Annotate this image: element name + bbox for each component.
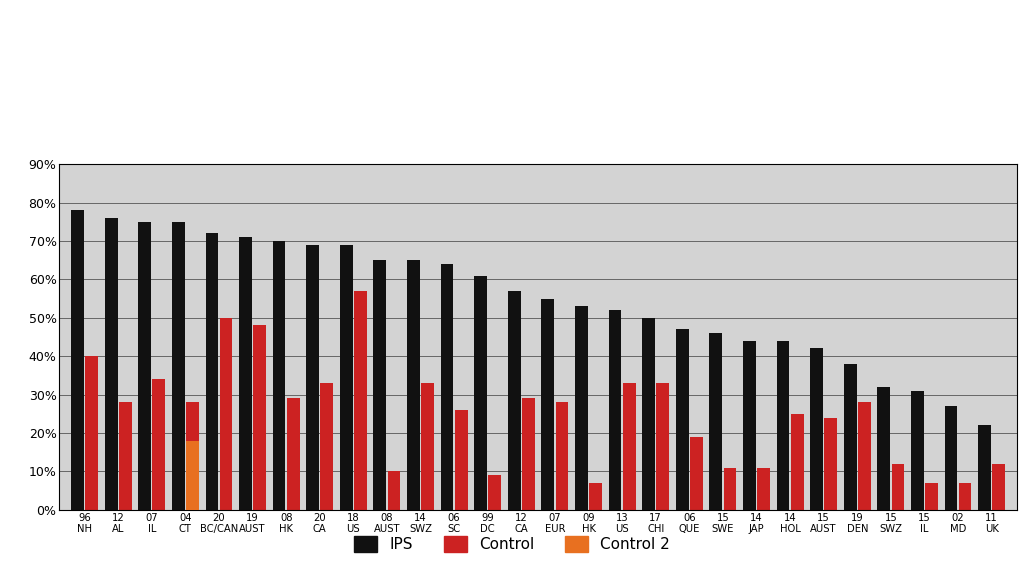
Bar (354, 291, 367, 510)
Bar (911, 391, 924, 510)
Bar (172, 222, 184, 510)
Bar (306, 245, 319, 510)
Bar (421, 383, 434, 510)
Bar (958, 483, 972, 510)
Bar (676, 329, 688, 510)
Bar (522, 399, 535, 510)
Bar (71, 210, 84, 510)
Bar (992, 464, 1006, 510)
Bar (608, 310, 622, 510)
Bar (776, 341, 790, 510)
Bar (810, 348, 823, 510)
Bar (542, 298, 554, 510)
Bar (724, 468, 736, 510)
Bar (408, 260, 420, 510)
Bar (321, 383, 333, 510)
Bar (944, 406, 957, 510)
Bar (858, 402, 870, 510)
Bar (104, 218, 118, 510)
Bar (119, 402, 132, 510)
Bar (556, 402, 568, 510)
Bar (474, 275, 487, 510)
Bar (642, 318, 655, 510)
Bar (253, 325, 266, 510)
Bar (374, 260, 386, 510)
Bar (488, 475, 501, 510)
Bar (138, 222, 152, 510)
Bar (710, 333, 722, 510)
Bar (978, 425, 991, 510)
Bar (623, 383, 636, 510)
Bar (824, 418, 837, 510)
Bar (757, 468, 770, 510)
Bar (690, 437, 702, 510)
Bar (287, 399, 300, 510)
Bar (272, 241, 286, 510)
Bar (219, 318, 232, 510)
Bar (240, 237, 252, 510)
Bar (440, 264, 454, 510)
Bar (85, 356, 98, 510)
Bar (878, 387, 890, 510)
Bar (388, 471, 400, 510)
Bar (589, 483, 602, 510)
Bar (455, 410, 468, 510)
Bar (743, 341, 756, 510)
Text: Randomized Controlled Trials of IPS: Randomized Controlled Trials of IPS (184, 102, 840, 133)
Bar (892, 464, 904, 510)
Bar (656, 383, 669, 510)
Bar (791, 414, 804, 510)
Bar (186, 441, 199, 510)
Bar (186, 402, 199, 510)
Bar (206, 233, 218, 510)
Text: Competitive Employment Rates in 28: Competitive Employment Rates in 28 (179, 43, 845, 74)
Bar (844, 364, 857, 510)
Legend: IPS, Control, Control 2: IPS, Control, Control 2 (348, 530, 676, 558)
Bar (575, 306, 588, 510)
Bar (340, 245, 352, 510)
Bar (508, 291, 520, 510)
Bar (925, 483, 938, 510)
Bar (153, 379, 165, 510)
